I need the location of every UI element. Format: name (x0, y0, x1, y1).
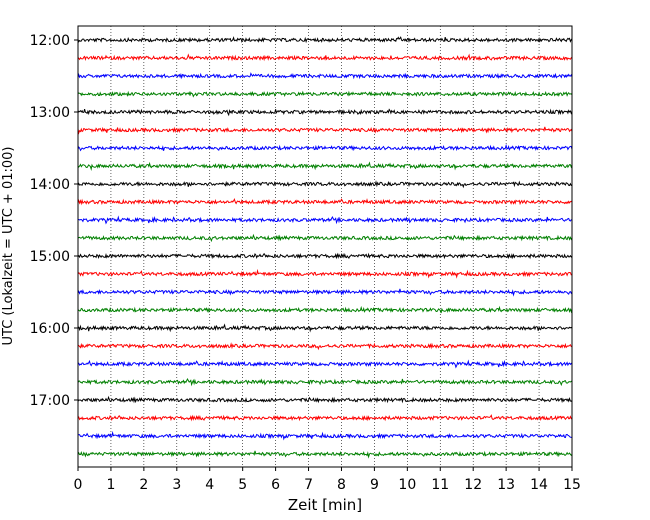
trace-1430 (77, 215, 573, 225)
x-tick-label-4: 4 (205, 477, 214, 493)
trace-1645 (77, 378, 573, 387)
trace-1245 (77, 90, 573, 98)
y-axis-label: UTC (Lokalzeit = UTC + 01:00) (1, 147, 16, 346)
x-tick-label-6: 6 (271, 477, 280, 493)
traces (77, 36, 573, 459)
trace-1315 (77, 126, 573, 135)
x-tick-label-15: 15 (563, 477, 581, 493)
y-tick-label-16:00: 16:00 (30, 321, 70, 337)
trace-1500 (77, 252, 573, 260)
x-tick-label-9: 9 (370, 477, 379, 493)
trace-1745 (77, 450, 573, 459)
trace-1600 (77, 323, 573, 333)
trace-1400 (77, 180, 573, 189)
trace-1630 (77, 359, 573, 369)
x-tick-label-10: 10 (398, 477, 416, 493)
x-tick-label-7: 7 (304, 477, 313, 493)
x-tick-label-5: 5 (238, 477, 247, 493)
x-tick-label-12: 12 (464, 477, 482, 493)
y-tick-label-17:00: 17:00 (30, 393, 70, 409)
trace-1215 (77, 53, 573, 62)
trace-1445 (77, 233, 573, 243)
trace-1300 (77, 108, 573, 117)
x-axis: 0 1 2 3 4 5 6 7 8 9 10 11 12 13 14 15 (74, 467, 581, 493)
x-tick-label-11: 11 (431, 477, 449, 493)
y-tick-label-15:00: 15:00 (30, 249, 70, 265)
x-axis-label: Zeit [min] (288, 496, 362, 514)
trace-1200 (77, 36, 573, 44)
y-axis: 12:00 13:00 14:00 15:00 16:00 17:00 (30, 33, 78, 409)
trace-1545 (77, 305, 573, 314)
trace-1530 (77, 288, 573, 297)
x-tick-label-1: 1 (106, 477, 115, 493)
x-tick-label-2: 2 (139, 477, 148, 493)
trace-1515 (77, 268, 573, 279)
y-tick-label-12:00: 12:00 (30, 33, 70, 49)
y-tick-label-13:00: 13:00 (30, 105, 70, 121)
x-tick-label-3: 3 (172, 477, 181, 493)
trace-1715 (77, 414, 573, 422)
y-tick-label-14:00: 14:00 (30, 177, 70, 193)
x-tick-label-13: 13 (497, 477, 515, 493)
trace-1730 (77, 430, 573, 441)
x-tick-label-0: 0 (74, 477, 83, 493)
trace-1230 (77, 72, 573, 80)
plot-frame (77, 25, 573, 468)
trace-1415 (77, 197, 573, 206)
trace-1330 (77, 143, 573, 152)
x-tick-label-14: 14 (530, 477, 548, 493)
trace-1345 (77, 161, 573, 171)
trace-1615 (77, 342, 573, 351)
x-tick-label-8: 8 (337, 477, 346, 493)
trace-1700 (77, 395, 573, 404)
